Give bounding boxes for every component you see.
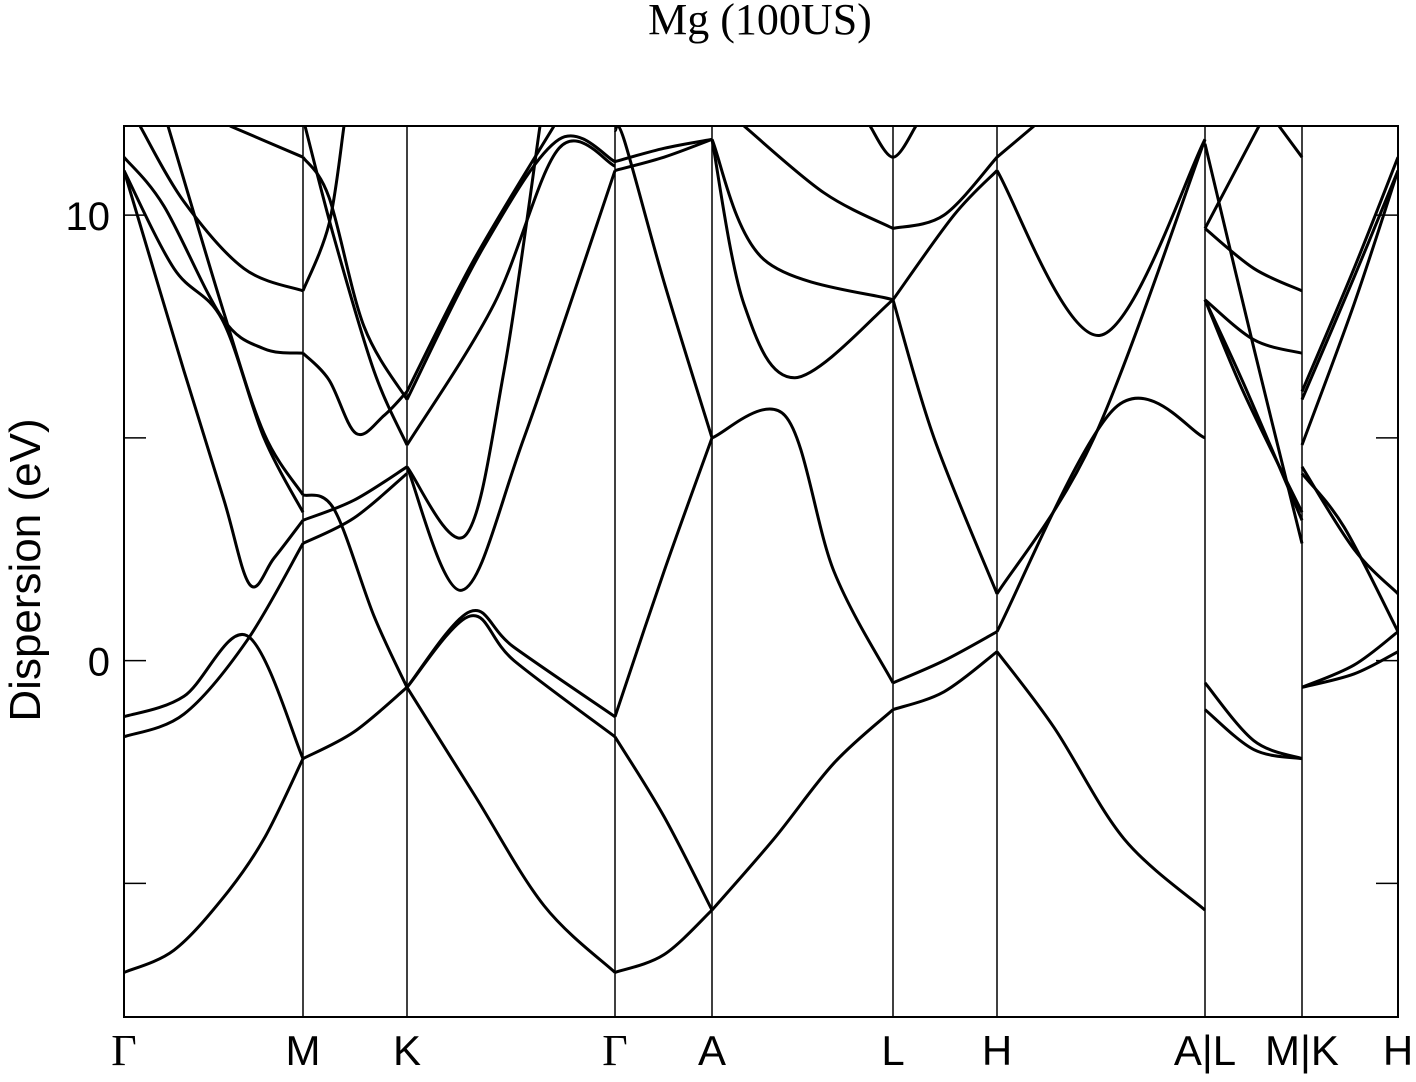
band-line xyxy=(995,650,1206,912)
band-line xyxy=(996,126,1035,159)
band-line xyxy=(1203,143,1304,544)
band-line xyxy=(303,126,409,446)
band-line xyxy=(1204,227,1303,293)
x-tick-label: A|L xyxy=(1174,1027,1236,1074)
band-line xyxy=(613,735,714,911)
band-line xyxy=(613,126,714,439)
band-line xyxy=(1203,126,1261,230)
band-line xyxy=(302,465,408,522)
band-line xyxy=(613,437,714,718)
x-tick-label: L xyxy=(881,1027,904,1074)
band-line xyxy=(614,137,713,164)
band-line xyxy=(1301,630,1398,689)
band-line xyxy=(301,156,409,401)
band-line xyxy=(892,630,998,685)
x-tick-label: M|K xyxy=(1265,1027,1339,1074)
band-line xyxy=(995,396,1206,633)
band-line xyxy=(892,650,998,712)
band-line xyxy=(710,139,894,380)
x-tick-label: Γ xyxy=(111,1026,136,1075)
band-line xyxy=(124,156,304,355)
band-line xyxy=(1277,126,1304,159)
band-line xyxy=(710,708,895,912)
band-line xyxy=(614,908,714,974)
band-line xyxy=(405,686,617,974)
band-line xyxy=(138,126,304,293)
band-line xyxy=(1204,298,1303,355)
band-line xyxy=(614,137,713,172)
band-line xyxy=(166,126,305,496)
band-line xyxy=(302,686,408,760)
band-line xyxy=(405,609,616,718)
x-tick-label: Γ xyxy=(602,1026,627,1075)
band-line xyxy=(1301,650,1398,689)
x-tick-label: K xyxy=(393,1027,421,1074)
band-line xyxy=(892,156,999,230)
band-line xyxy=(891,169,999,301)
band-line xyxy=(1300,169,1398,401)
band-line xyxy=(124,169,305,513)
y-axis-label: Dispersion (eV) xyxy=(1,418,50,721)
band-line xyxy=(1203,681,1303,761)
band-line xyxy=(302,472,408,545)
band-line xyxy=(405,126,556,393)
band-line xyxy=(711,407,895,684)
band-line xyxy=(891,299,999,595)
band-line xyxy=(302,493,409,688)
x-tick-label: M xyxy=(286,1027,321,1074)
band-line xyxy=(1300,466,1398,595)
band-line xyxy=(124,632,305,760)
band-line xyxy=(405,170,617,592)
band-line xyxy=(124,170,305,589)
band-line xyxy=(1204,708,1303,761)
band-line xyxy=(301,352,409,437)
band-line xyxy=(1300,156,1398,393)
y-tick-label: 10 xyxy=(66,195,111,239)
band-line xyxy=(995,138,1207,337)
y-tick-label: 0 xyxy=(88,641,110,685)
x-tick-label: H xyxy=(1383,1027,1413,1074)
band-line xyxy=(124,542,305,739)
band-line xyxy=(301,126,346,292)
x-tick-label: A xyxy=(698,1027,726,1074)
band-line xyxy=(405,134,616,401)
band-line xyxy=(124,757,305,974)
band-line xyxy=(405,614,616,738)
band-line xyxy=(1300,170,1398,446)
chart-title: Mg (100US) xyxy=(648,0,872,44)
band-line xyxy=(743,126,894,230)
band-line xyxy=(710,138,894,302)
band-line xyxy=(995,138,1207,595)
band-line xyxy=(1300,472,1398,633)
x-tick-label: H xyxy=(982,1027,1012,1074)
band-line xyxy=(405,139,616,446)
bands xyxy=(124,126,1398,974)
band-line xyxy=(229,126,304,159)
